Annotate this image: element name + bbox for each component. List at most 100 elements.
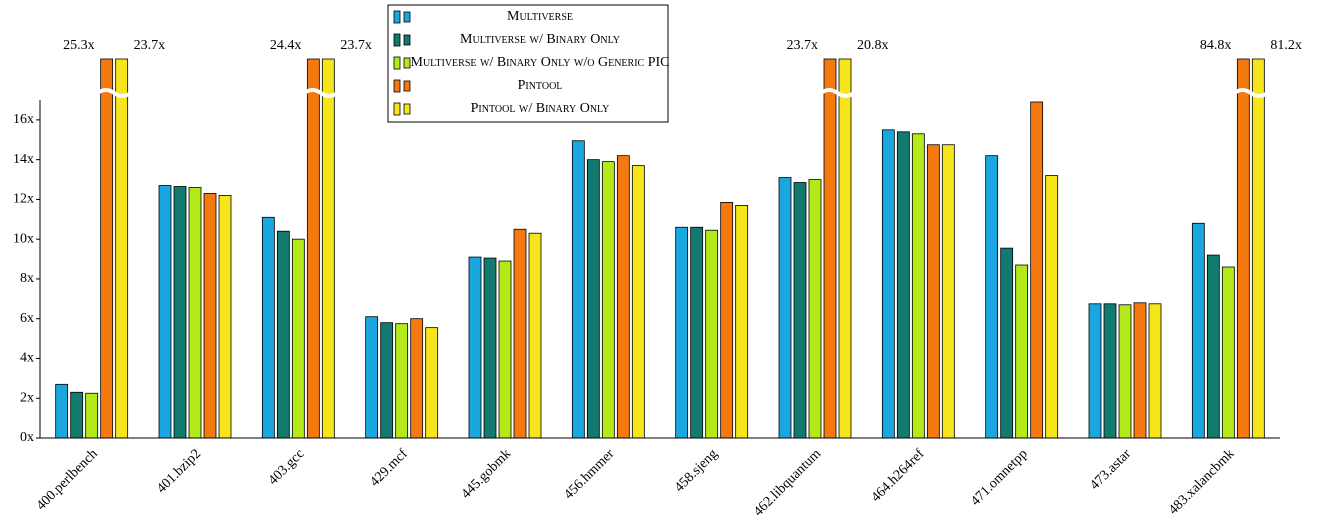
y-tick-label: 2x: [20, 390, 34, 405]
bar: [513, 228, 527, 439]
y-tick-label: 16x: [13, 112, 34, 127]
bar: [380, 322, 394, 439]
legend-swatch: [393, 10, 401, 24]
bar: [778, 177, 792, 439]
value-label: 23.7x: [134, 38, 166, 53]
bar: [395, 323, 409, 439]
bar: [808, 179, 822, 439]
bar: [823, 58, 837, 439]
axis-break: [1233, 88, 1269, 98]
bar: [55, 383, 69, 439]
legend-swatch: [403, 34, 411, 46]
bar: [1000, 247, 1014, 439]
bar: [735, 204, 749, 439]
x-tick-label: 401.bzip2: [154, 446, 204, 496]
bar: [158, 185, 172, 439]
bar: [1133, 302, 1147, 439]
bar: [690, 226, 704, 439]
x-tick-label: 483.xalancbmk: [1166, 446, 1237, 517]
bar: [1191, 222, 1205, 439]
bar: [571, 140, 585, 439]
bar: [306, 58, 320, 439]
bar: [70, 391, 84, 439]
x-tick-label: 400.perlbench: [34, 446, 101, 513]
legend-swatch: [403, 103, 411, 115]
bar: [881, 129, 895, 439]
bar: [941, 144, 955, 439]
y-tick-label: 14x: [13, 152, 34, 167]
y-tick-label: 8x: [20, 271, 34, 286]
bar: [1103, 303, 1117, 439]
x-tick-label: 464.h264ref: [869, 446, 928, 505]
bar: [1030, 101, 1044, 439]
bar: [586, 159, 600, 439]
bar: [1015, 264, 1029, 439]
bar: [793, 182, 807, 439]
legend-swatch: [403, 57, 411, 69]
legend-swatch: [393, 56, 401, 70]
bar: [276, 230, 290, 439]
value-label: 84.8x: [1200, 38, 1232, 53]
y-tick-label: 12x: [13, 192, 34, 207]
axis-break: [303, 88, 339, 98]
legend-label: Multiverse: [507, 9, 573, 24]
value-label: 23.7x: [787, 38, 819, 53]
legend-label: Pintool w/ Binary Only: [471, 101, 610, 116]
bar: [425, 327, 439, 439]
bar: [218, 195, 232, 439]
bar: [720, 201, 734, 439]
value-label: 20.8x: [857, 38, 889, 53]
bar: [1236, 58, 1250, 439]
value-label: 24.4x: [270, 38, 302, 53]
bar: [321, 58, 335, 439]
bar: [911, 133, 925, 439]
bar: [100, 58, 114, 439]
legend-label: Multiverse w/ Binary Only: [460, 32, 620, 47]
value-label: 25.3x: [63, 38, 95, 53]
legend-swatch: [393, 102, 401, 116]
legend-box: [387, 4, 669, 123]
bar: [483, 257, 497, 439]
bar: [1221, 266, 1235, 439]
legend-swatch: [393, 79, 401, 93]
bar: [468, 256, 482, 439]
bar: [188, 187, 202, 439]
bar: [85, 392, 99, 439]
bar: [1148, 303, 1162, 439]
axis-break: [96, 88, 132, 98]
bar: [1251, 58, 1265, 439]
bar: [261, 216, 275, 439]
bar: [498, 260, 512, 439]
y-tick-label: 6x: [20, 311, 34, 326]
y-tick-label: 4x: [20, 351, 34, 366]
x-tick-label: 429.mcf: [367, 446, 411, 490]
bar: [601, 161, 615, 439]
bar: [616, 155, 630, 439]
value-label: 23.7x: [340, 38, 372, 53]
bar: [1045, 175, 1059, 439]
y-tick-label: 0x: [20, 430, 34, 445]
bar: [365, 316, 379, 439]
legend-swatch: [403, 80, 411, 92]
value-label: 81.2x: [1270, 38, 1302, 53]
y-tick-label: 10x: [13, 231, 34, 246]
bar: [1088, 303, 1102, 439]
legend-label: Pintool: [518, 78, 563, 93]
bar: [896, 131, 910, 439]
bar: [291, 238, 305, 439]
x-tick-label: 403.gcc: [266, 446, 308, 488]
bar: [838, 58, 852, 439]
bar: [1206, 254, 1220, 439]
bar: [985, 155, 999, 439]
x-tick-label: 445.gobmk: [459, 446, 514, 501]
bar: [1118, 304, 1132, 439]
axis-break: [819, 88, 856, 98]
bar: [705, 229, 719, 439]
x-tick-label: 471.omnetpp: [968, 446, 1031, 509]
legend-swatch: [403, 11, 411, 23]
legend-swatch: [393, 33, 401, 47]
bar: [926, 144, 940, 439]
x-tick-label: 462.libquantum: [751, 446, 824, 519]
x-tick-label: 473.astar: [1087, 446, 1134, 493]
